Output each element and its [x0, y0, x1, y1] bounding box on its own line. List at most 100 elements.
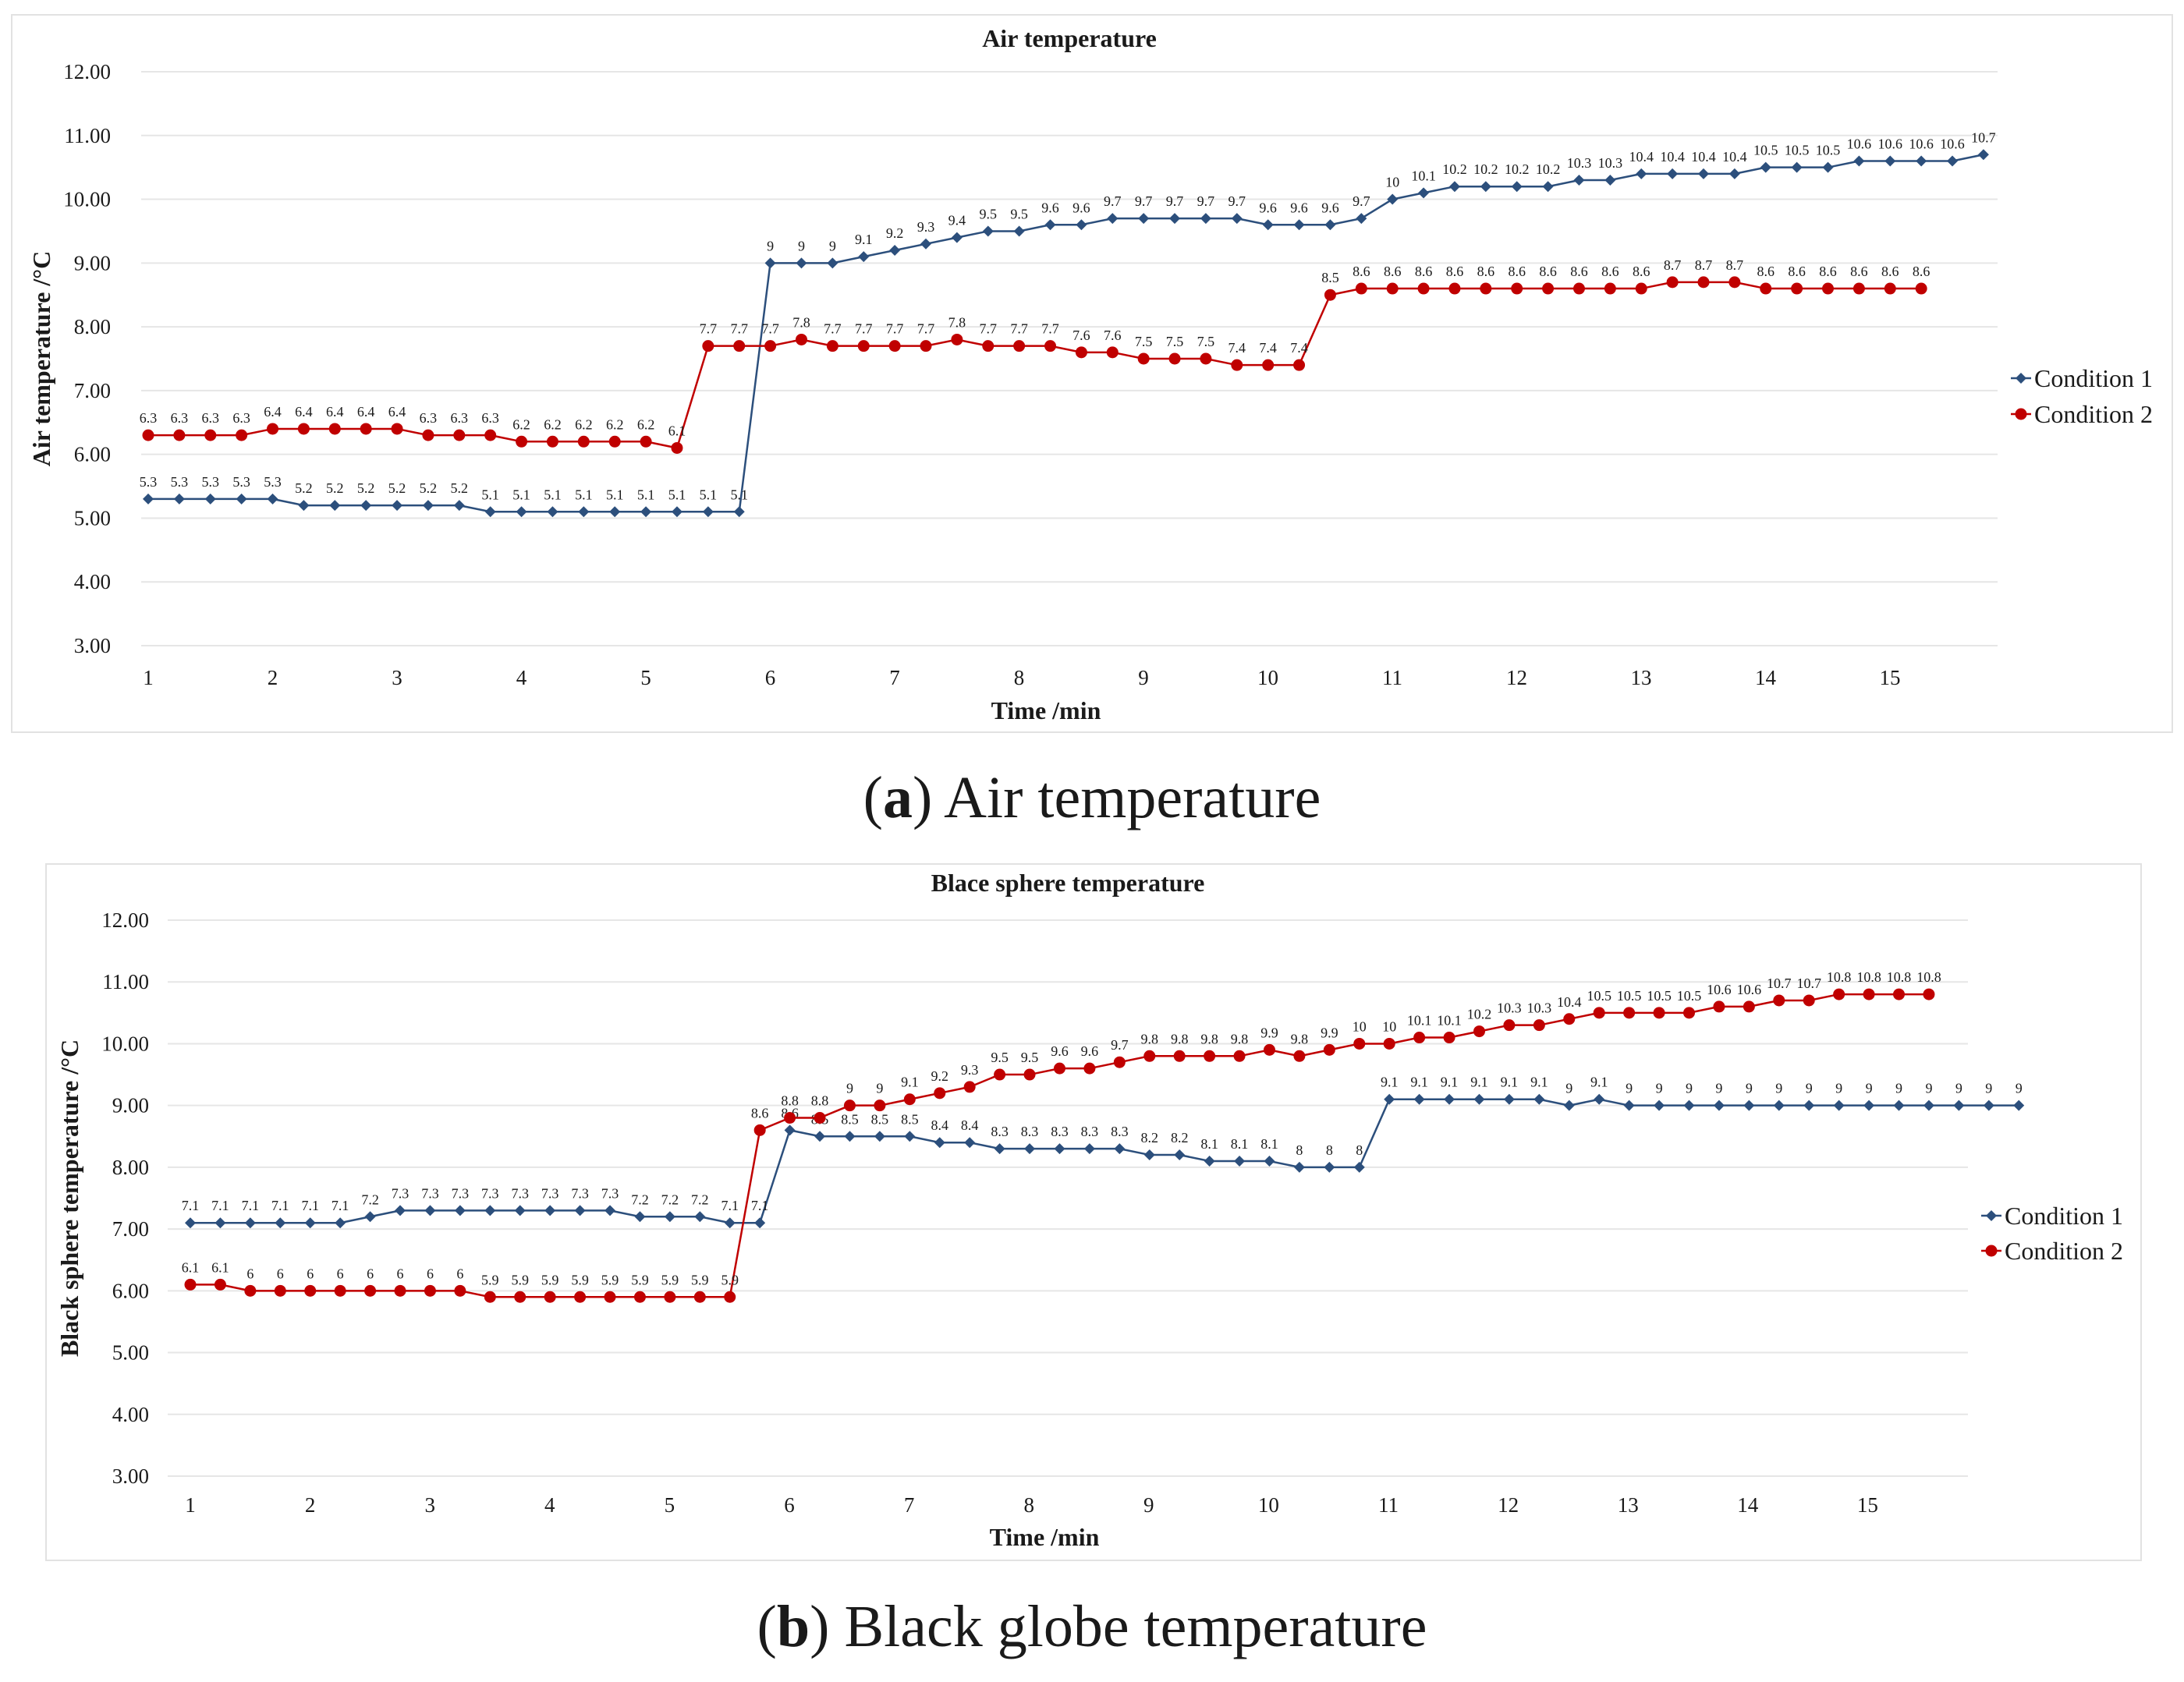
globe-condition-2-point [1533, 1019, 1545, 1032]
globe-condition-2-data-label: 10.8 [1916, 969, 1941, 985]
black-globe-temperature-svg: 3.004.005.006.007.008.009.0010.0011.0012… [55, 869, 2123, 1551]
air-condition-1-point [204, 493, 216, 505]
air-condition-2-point [267, 423, 279, 435]
air-condition-2-data-label: 7.4 [1259, 340, 1277, 356]
air-condition-2-data-label: 8.6 [1353, 264, 1370, 279]
air-condition-1-point [1760, 161, 1771, 173]
globe-y-tick-label: 10.00 [101, 1032, 149, 1055]
globe-condition-1-data-label: 9 [1715, 1081, 1722, 1096]
air-condition-2-data-label: 7.7 [761, 321, 779, 337]
air-x-axis-title: Time /min [991, 696, 1101, 724]
air-condition-2-legend-label: Condition 2 [2034, 400, 2153, 428]
air-condition-1-data-label: 5.1 [637, 487, 655, 502]
globe-condition-1-data-label: 9.1 [1470, 1075, 1488, 1090]
air-condition-2-point [888, 340, 901, 352]
air-condition-2-point [577, 435, 590, 448]
globe-condition-2-point [843, 1099, 856, 1112]
air-condition-2-data-label: 7.8 [948, 314, 966, 330]
air-condition-1-data-label: 9.6 [1041, 200, 1059, 215]
globe-condition-1-data-label: 7.2 [361, 1192, 379, 1207]
globe-x-tick-label: 5 [665, 1493, 675, 1517]
air-condition-2-point [546, 435, 558, 448]
air-condition-1-point [1667, 168, 1679, 179]
globe-condition-1-data-label: 9 [1925, 1081, 1932, 1096]
globe-condition-2-data-label: 9.8 [1171, 1031, 1189, 1046]
air-condition-2-data-label: 6.4 [388, 404, 406, 420]
globe-condition-2-data-label: 9.8 [1141, 1031, 1159, 1046]
globe-condition-1-data-label: 9 [1746, 1081, 1753, 1096]
globe-condition-2-data-label: 10.5 [1677, 988, 1702, 1004]
globe-condition-2-point [1233, 1050, 1246, 1062]
air-condition-2-point [1013, 340, 1026, 352]
globe-condition-2-point [604, 1291, 616, 1303]
air-condition-1-legend-marker [2016, 373, 2026, 384]
globe-condition-1-point [244, 1217, 256, 1229]
globe-condition-2-data-label: 10 [1353, 1018, 1367, 1034]
globe-condition-1-point [1773, 1099, 1785, 1111]
air-condition-1-data-label: 5.3 [202, 474, 220, 490]
globe-y-tick-label: 8.00 [112, 1156, 149, 1179]
globe-condition-1-point [754, 1217, 766, 1229]
air-condition-1-data-label: 9.7 [1197, 193, 1215, 209]
air-condition-1-point [516, 506, 527, 518]
globe-condition-2-data-label: 5.9 [481, 1272, 499, 1287]
globe-y-tick-label: 9.00 [112, 1094, 149, 1117]
globe-condition-1-data-label: 8.5 [871, 1111, 889, 1127]
air-condition-2-data-label: 7.5 [1166, 334, 1184, 349]
globe-condition-2-data-label: 9.6 [1081, 1043, 1099, 1059]
globe-condition-1-data-label: 8.3 [1021, 1124, 1039, 1139]
globe-condition-2-data-label: 5.9 [661, 1272, 679, 1287]
air-condition-1-point [143, 493, 154, 505]
globe-condition-2-data-label: 9.9 [1321, 1025, 1338, 1040]
globe-condition-2-point [1353, 1037, 1366, 1050]
globe-condition-1-point [844, 1131, 856, 1142]
air-condition-1-data-label: 5.2 [326, 480, 344, 496]
globe-condition-2-data-label: 10 [1382, 1018, 1396, 1034]
globe-condition-1-data-label: 8.4 [931, 1117, 949, 1133]
air-condition-2-data-label: 8.6 [1446, 264, 1464, 279]
globe-condition-2-point [1623, 1007, 1636, 1019]
globe-condition-2-data-label: 5.9 [571, 1272, 589, 1287]
globe-condition-1-point [2013, 1099, 2025, 1111]
air-condition-1-point [1511, 181, 1523, 193]
caption-b-letter: b [776, 1594, 810, 1659]
globe-condition-1-point [1384, 1093, 1395, 1105]
globe-condition-1-point [1234, 1155, 1246, 1167]
globe-condition-1-data-label: 9.1 [1590, 1075, 1608, 1090]
globe-condition-1-data-label: 7.3 [421, 1185, 439, 1201]
globe-condition-2-point [724, 1291, 736, 1303]
globe-x-tick-label: 14 [1737, 1493, 1759, 1517]
globe-condition-2-data-label: 8.8 [811, 1093, 829, 1109]
globe-condition-2-point [1803, 994, 1815, 1007]
globe-condition-2-data-label: 10.3 [1527, 1000, 1552, 1016]
globe-condition-2-data-label: 10.3 [1497, 1000, 1522, 1016]
air-condition-2-point [1915, 282, 1927, 295]
globe-condition-1-point [364, 1211, 376, 1223]
globe-y-tick-label: 11.00 [102, 970, 149, 993]
globe-x-tick-label: 11 [1378, 1493, 1399, 1517]
globe-condition-2-point [1743, 1000, 1755, 1013]
air-condition-1-point [982, 225, 994, 237]
air-condition-1-data-label: 10.5 [1753, 143, 1778, 158]
globe-condition-1-data-label: 9 [1775, 1081, 1782, 1096]
globe-condition-2-point [784, 1112, 796, 1124]
air-condition-1-point [796, 257, 807, 269]
air-condition-1-point [1604, 175, 1616, 186]
globe-condition-1-point [1803, 1099, 1815, 1111]
air-x-tick-label: 6 [765, 666, 776, 689]
globe-condition-2-data-label: 9.8 [1200, 1031, 1218, 1046]
globe-condition-1-data-label: 7.1 [751, 1198, 769, 1213]
globe-condition-2-data-label: 9.2 [931, 1068, 949, 1084]
globe-condition-1-point [1054, 1143, 1065, 1155]
globe-condition-1-data-label: 7.3 [481, 1185, 499, 1201]
air-condition-2-data-label: 8.7 [1664, 257, 1682, 273]
globe-condition-2-point [1893, 988, 1906, 1000]
globe-condition-2-data-label: 5.9 [601, 1272, 619, 1287]
globe-condition-1-point [904, 1131, 916, 1142]
air-condition-2-point [764, 340, 777, 352]
globe-condition-2-data-label: 6 [456, 1266, 463, 1281]
air-condition-1-data-label: 9.7 [1353, 193, 1370, 209]
globe-condition-2-point [334, 1284, 346, 1297]
air-condition-1-data-label: 10.3 [1567, 155, 1592, 171]
globe-condition-1-data-label: 8 [1326, 1142, 1333, 1158]
